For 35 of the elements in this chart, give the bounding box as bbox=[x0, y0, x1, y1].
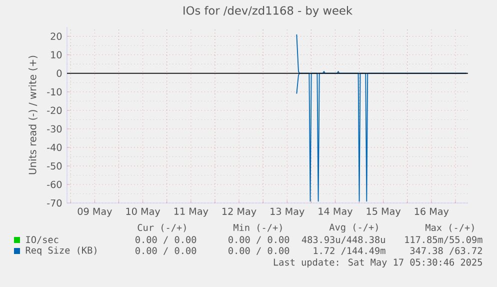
y-tick-label: 0 bbox=[56, 70, 62, 77]
x-tick-label: 13 May bbox=[270, 208, 304, 217]
text: 483.93u/448.38u bbox=[302, 236, 385, 244]
y-tick-label: -30 bbox=[47, 125, 62, 133]
x-tick-label: 15 May bbox=[366, 208, 401, 217]
y-tick-label: 20 bbox=[50, 32, 62, 40]
y-tick-label: 10 bbox=[51, 51, 62, 58]
x-tick-label: 16 May bbox=[414, 208, 449, 217]
x-tick-label: 10 May bbox=[126, 208, 160, 217]
text: Last update: Sat May 17 05:30:46 2025 bbox=[274, 258, 482, 268]
y-axis-title: Units read (-) / write (+) bbox=[28, 56, 38, 174]
x-tick-label: 14 May bbox=[318, 208, 352, 217]
x-tick-label: 09 May bbox=[78, 208, 112, 217]
x-tick-label: 12 May bbox=[222, 208, 256, 217]
y-tick-label: -20 bbox=[47, 106, 62, 114]
legend-label: Req Size (KB) bbox=[26, 246, 96, 256]
text: 0.00 / 0.00 bbox=[228, 236, 290, 244]
text: 117.85m/55.09m bbox=[405, 236, 482, 244]
chart-title: IOs for /dev/zd1168 - by week bbox=[184, 6, 352, 17]
text: Min (-/+) bbox=[234, 224, 282, 232]
text: 0.00 / 0.00 bbox=[136, 236, 196, 244]
x-tick-label: 11 May bbox=[174, 208, 208, 217]
text: 1.72 /144.49m bbox=[314, 247, 386, 255]
y-tick-label: -40 bbox=[47, 144, 62, 152]
text: 0.00 / 0.00 bbox=[136, 247, 196, 255]
text: Max (-/+) bbox=[426, 224, 474, 232]
legend-label: IO/sec bbox=[26, 236, 58, 244]
text: Avg (-/+) bbox=[329, 223, 378, 233]
text: Cur (-/+) bbox=[138, 224, 186, 232]
text: 0.00 / 0.00 bbox=[228, 247, 290, 255]
text: 347.38 /63.72 bbox=[410, 247, 482, 255]
y-tick-label: -10 bbox=[47, 88, 62, 96]
y-tick-label: -60 bbox=[47, 180, 62, 188]
y-tick-label: -50 bbox=[47, 162, 62, 170]
y-tick-label: -70 bbox=[47, 199, 62, 207]
